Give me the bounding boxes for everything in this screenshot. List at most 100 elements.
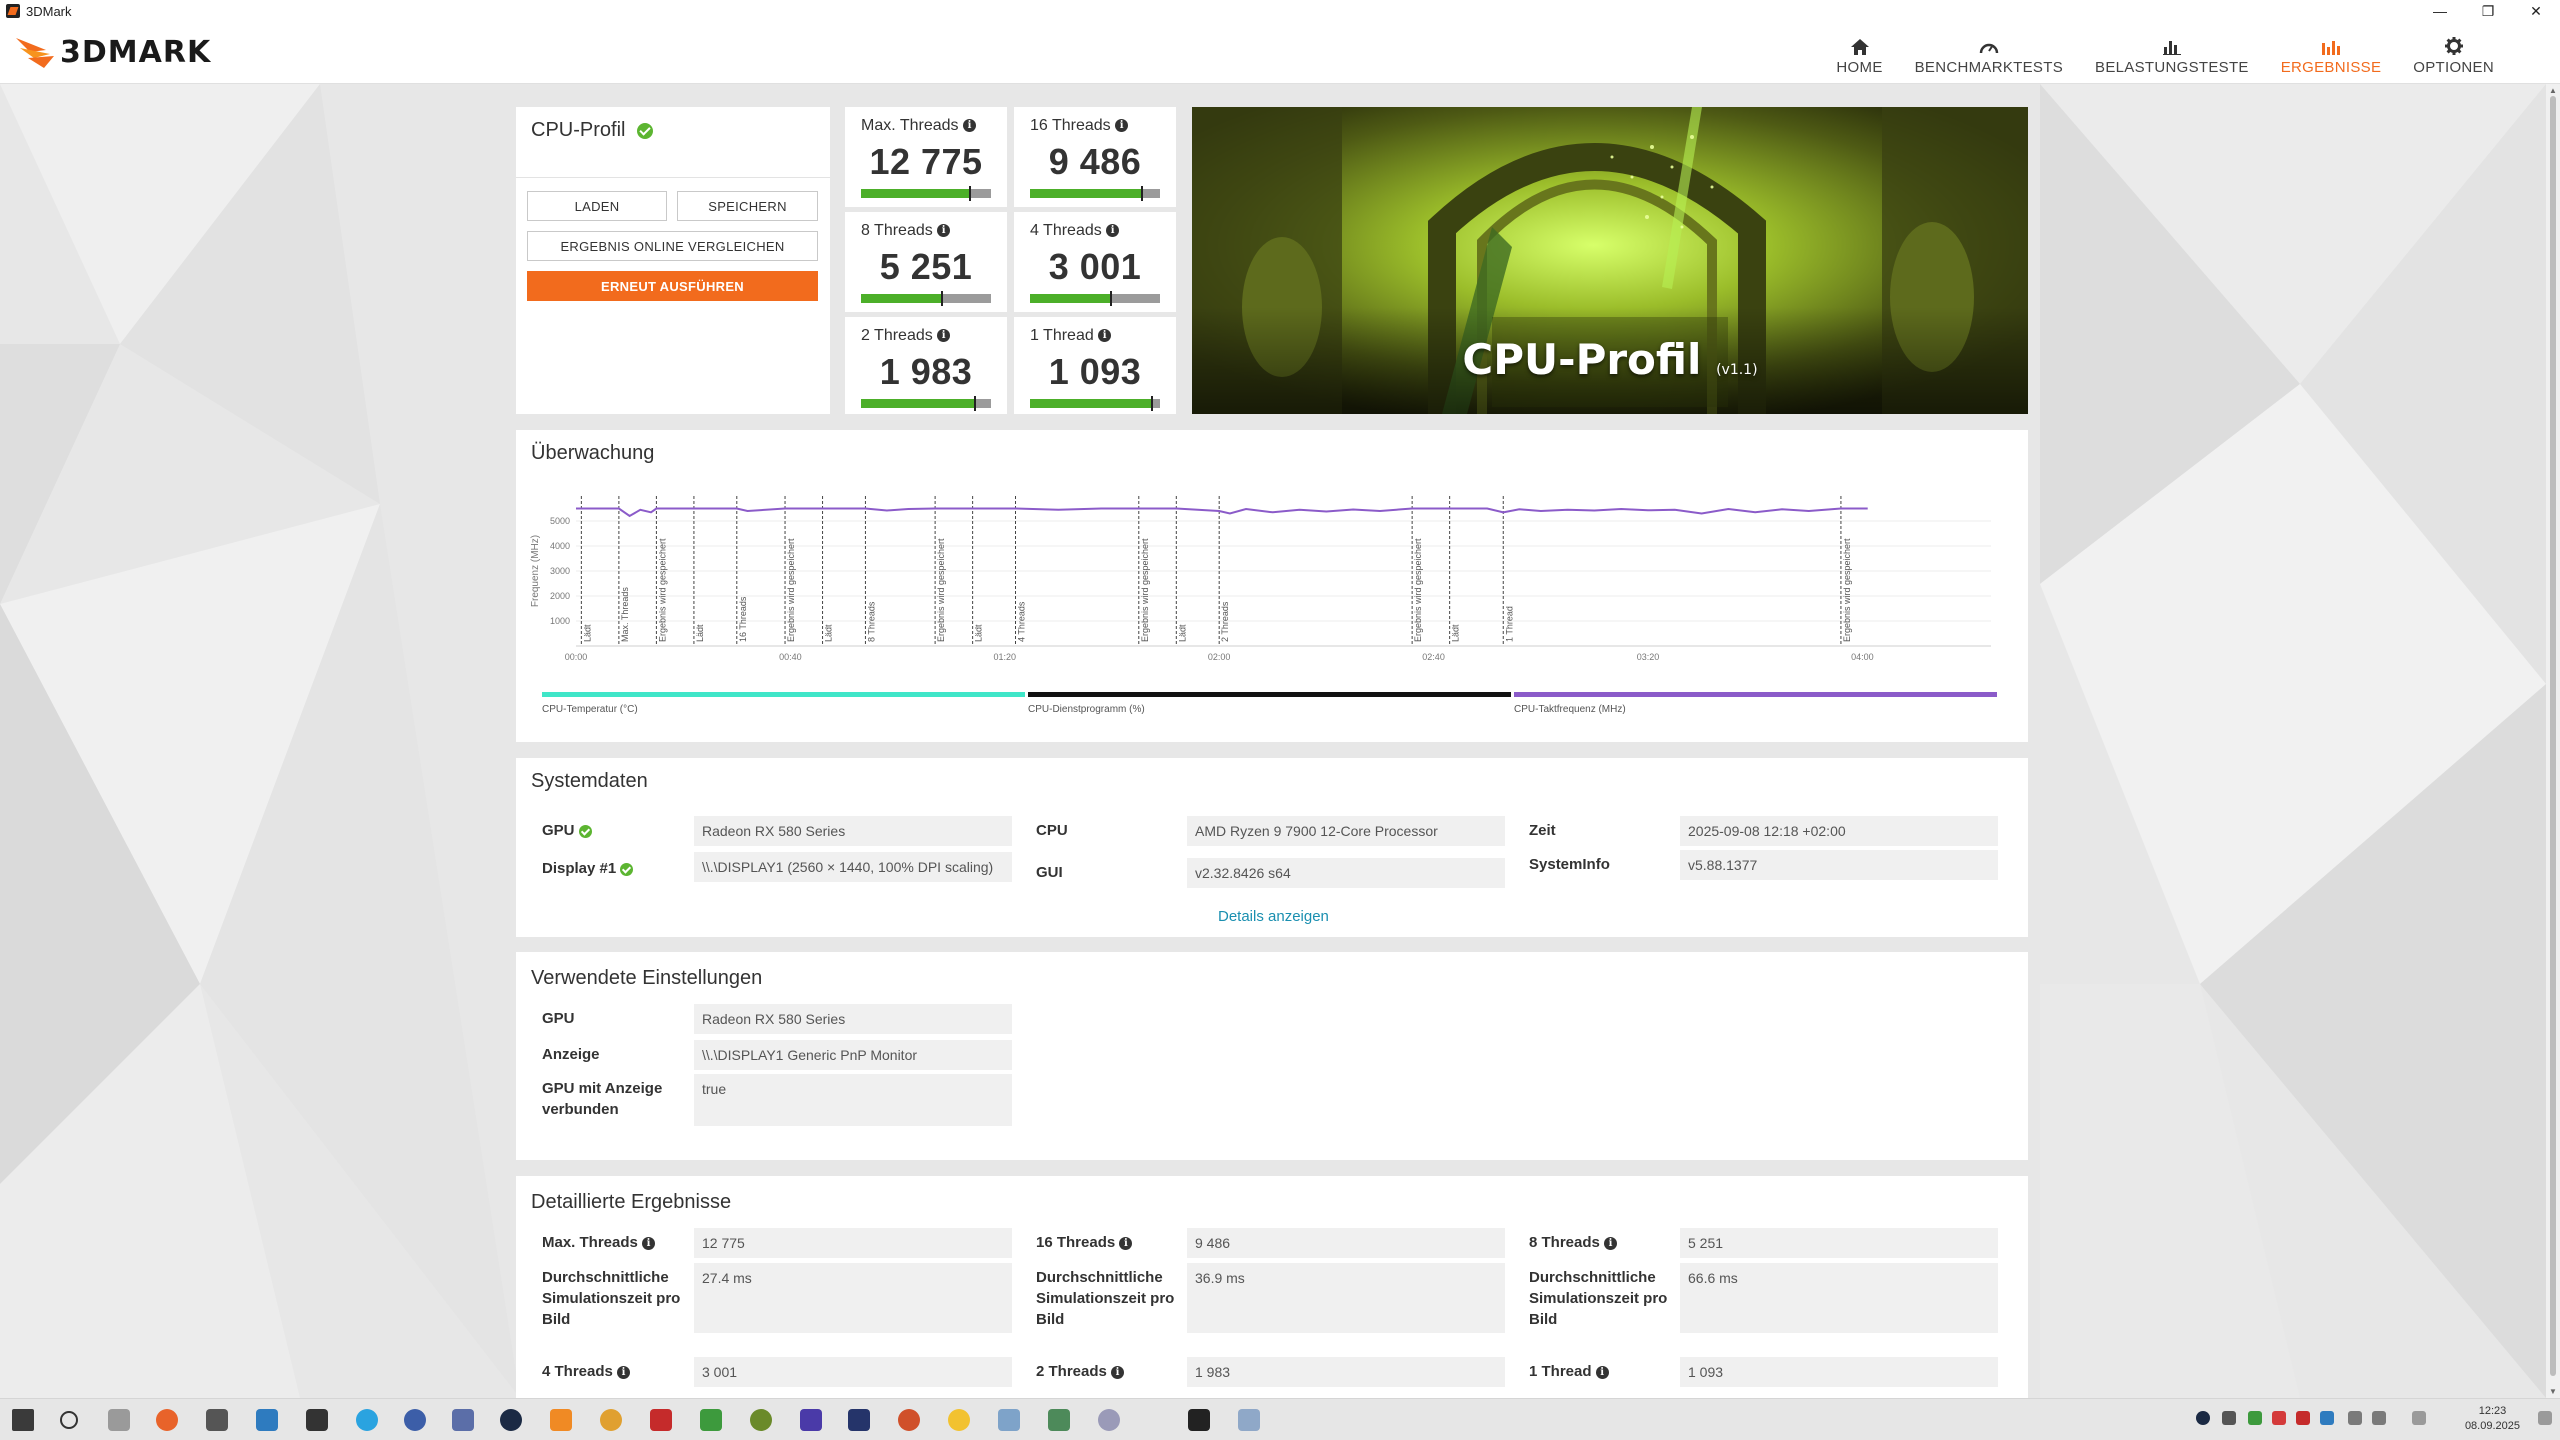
- app-icon-image[interactable]: [452, 1409, 474, 1431]
- tray-keyboard-icon[interactable]: [2412, 1411, 2426, 1425]
- app-icon-circle[interactable]: [404, 1409, 426, 1431]
- taskbar: 12:23 08.09.2025: [0, 1398, 2560, 1440]
- detailed-results-card: Detaillierte Ergebnisse Max. Threads i 1…: [516, 1176, 2028, 1398]
- info-icon[interactable]: i: [1604, 1236, 1618, 1250]
- detail-label: 8 Threads i: [1529, 1232, 1618, 1253]
- x-tick-label: 02:40: [1422, 652, 1445, 662]
- legend-label: CPU-Taktfrequenz (MHz): [1514, 704, 1626, 715]
- rerun-button[interactable]: ERNEUT AUSFÜHREN: [527, 271, 818, 301]
- tray-shield-icon[interactable]: [2222, 1411, 2236, 1425]
- app-icon-browser[interactable]: [600, 1409, 622, 1431]
- system-gpu-value: Radeon RX 580 Series: [694, 816, 1012, 846]
- logo[interactable]: 3DMARK: [16, 32, 211, 72]
- scrollbar-thumb[interactable]: [2550, 96, 2556, 1376]
- tray-volume-icon[interactable]: [2372, 1411, 2386, 1425]
- system-info-label: SystemInfo: [1529, 856, 1610, 873]
- tray-green-icon[interactable]: [2248, 1411, 2262, 1425]
- search-icon[interactable]: [60, 1411, 78, 1429]
- score-bar-fill: [1030, 294, 1111, 303]
- details-link[interactable]: Details anzeigen: [1218, 908, 1329, 925]
- y-tick-label: 5000: [550, 516, 570, 526]
- page-scrollbar[interactable]: ▲ ▼: [2546, 84, 2560, 1398]
- divider: [516, 177, 830, 178]
- scroll-down-icon[interactable]: ▼: [2549, 1387, 2557, 1396]
- start-icon[interactable]: [12, 1409, 34, 1431]
- info-icon[interactable]: i: [962, 119, 976, 133]
- taskbar-clock[interactable]: 12:23 08.09.2025: [2465, 1404, 2520, 1434]
- y-tick-label: 4000: [550, 541, 570, 551]
- nav-stress-tests-label: BELASTUNGSTESTE: [2095, 58, 2249, 76]
- tray-network-icon[interactable]: [2348, 1411, 2362, 1425]
- minimize-icon[interactable]: —: [2433, 3, 2447, 19]
- detail-label: 2 Threads i: [1036, 1361, 1125, 1382]
- app-icon-red[interactable]: [650, 1409, 672, 1431]
- x-tick-label: 00:00: [565, 652, 588, 662]
- app-icon-notes[interactable]: [256, 1409, 278, 1431]
- nav-stress-tests[interactable]: BELASTUNGSTESTE: [2079, 28, 2265, 80]
- tray-red-icon[interactable]: [2272, 1411, 2286, 1425]
- info-icon[interactable]: i: [642, 1236, 656, 1250]
- score-value: 12 775: [869, 141, 983, 182]
- app-icon-navy[interactable]: [848, 1409, 870, 1431]
- info-icon[interactable]: i: [1098, 329, 1112, 343]
- logo-text: 3DMARK: [60, 34, 212, 70]
- info-icon[interactable]: i: [937, 224, 951, 238]
- gauge-icon: [1979, 33, 1999, 55]
- window-titlebar: 3DMark — ❐ ✕: [0, 0, 2560, 22]
- info-icon[interactable]: i: [1106, 224, 1120, 238]
- system-display-value: \\.\DISPLAY1 (2560 × 1440, 100% DPI scal…: [694, 852, 1012, 882]
- legend-label: CPU-Temperatur (°C): [542, 704, 638, 715]
- app-icon: [6, 4, 20, 18]
- vlc-icon[interactable]: [550, 1409, 572, 1431]
- firefox-icon[interactable]: [156, 1409, 178, 1431]
- scroll-up-icon[interactable]: ▲: [2549, 86, 2557, 95]
- save-button[interactable]: SPEICHERN: [677, 191, 818, 221]
- app-icon-orange[interactable]: [898, 1409, 920, 1431]
- nav-results[interactable]: ERGEBNISSE: [2265, 28, 2398, 80]
- score-tile-1-thread: 1 Thread i 1 093: [1014, 317, 1176, 414]
- settings-display-value: \\.\DISPLAY1 Generic PnP Monitor: [694, 1040, 1012, 1070]
- app-icon-plane[interactable]: [1238, 1409, 1260, 1431]
- app-icon-monitor[interactable]: [998, 1409, 1020, 1431]
- info-icon[interactable]: i: [937, 329, 951, 343]
- notification-icon[interactable]: [2538, 1411, 2552, 1425]
- file-explorer-icon[interactable]: [306, 1409, 328, 1431]
- nav-benchmarks-label: BENCHMARKTESTS: [1914, 58, 2064, 76]
- settings-title: Verwendete Einstellungen: [531, 967, 763, 989]
- score-bar-marker: [1140, 186, 1143, 201]
- close-icon[interactable]: ✕: [2530, 2, 2542, 19]
- score-bar-fill: [861, 189, 971, 198]
- app-icon-network[interactable]: [1048, 1409, 1070, 1431]
- restore-icon[interactable]: ❐: [2481, 2, 2495, 19]
- info-icon[interactable]: i: [617, 1365, 631, 1379]
- info-icon[interactable]: i: [1115, 119, 1129, 133]
- hero-banner: CPU-Profil (v1.1): [1192, 107, 2028, 414]
- nav-options[interactable]: OPTIONEN: [2397, 28, 2510, 80]
- telegram-icon[interactable]: [356, 1409, 378, 1431]
- task-view-icon[interactable]: [108, 1409, 130, 1431]
- tray-alert-icon[interactable]: [2296, 1411, 2310, 1425]
- tray-bluetooth-icon[interactable]: [2320, 1411, 2334, 1425]
- settings-gpu-label: GPU: [542, 1010, 575, 1027]
- detail-sim-label: Durchschnittliche Simulationszeit pro Bi…: [1036, 1269, 1175, 1328]
- info-icon[interactable]: i: [1595, 1365, 1609, 1379]
- tray-steam-icon[interactable]: [2196, 1411, 2210, 1425]
- system-info-value: v5.88.1377: [1680, 850, 1998, 880]
- app-icon-green[interactable]: [700, 1409, 722, 1431]
- nav-benchmarks[interactable]: BENCHMARKTESTS: [1899, 28, 2079, 80]
- detail-sim-value: 66.6 ms: [1680, 1263, 1998, 1333]
- app-icon-tool[interactable]: [206, 1409, 228, 1431]
- system-gui-label: GUI: [1036, 864, 1063, 881]
- info-icon[interactable]: i: [1111, 1365, 1125, 1379]
- 3dmark-taskbar-icon[interactable]: [1188, 1409, 1210, 1431]
- app-icon-purple[interactable]: [800, 1409, 822, 1431]
- load-button[interactable]: LADEN: [527, 191, 667, 221]
- steam-icon[interactable]: [500, 1409, 522, 1431]
- app-icon-yellow[interactable]: [948, 1409, 970, 1431]
- app-icon-music[interactable]: [1098, 1409, 1120, 1431]
- compare-online-button[interactable]: ERGEBNIS ONLINE VERGLEICHEN: [527, 231, 818, 261]
- nav-home[interactable]: HOME: [1820, 28, 1898, 80]
- app-icon-olive[interactable]: [750, 1409, 772, 1431]
- info-icon[interactable]: i: [1119, 1236, 1133, 1250]
- score-tile-max-threads: Max. Threads i 12 775: [845, 107, 1007, 207]
